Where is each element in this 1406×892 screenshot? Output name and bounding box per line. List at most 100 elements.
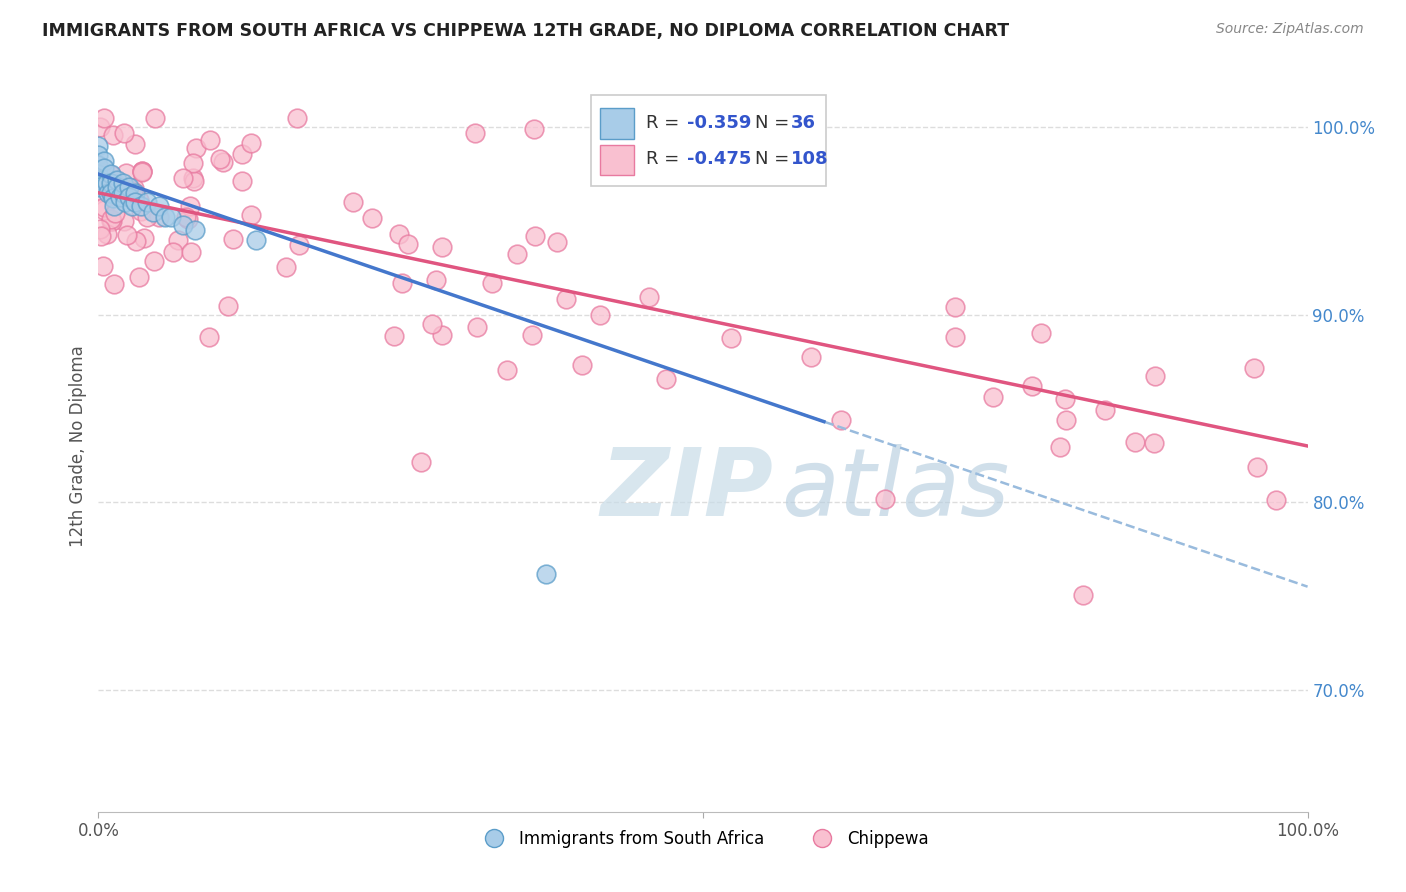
Text: -0.475: -0.475 [688,150,752,169]
Point [105,178,128,193]
Point [231,147,253,161]
Point [873,491,896,506]
Point [212,154,235,169]
Point [128,270,150,285]
Point [217,300,239,314]
Point [100,168,122,182]
Point [89,222,111,236]
Point [830,413,852,427]
Point [638,290,661,304]
Point [184,223,207,237]
Point [1143,436,1166,450]
Point [107,183,129,197]
Point [100,177,122,191]
Point [1053,392,1076,407]
Point [1123,434,1146,449]
Point [1265,493,1288,508]
Point [396,236,419,251]
Point [148,210,170,224]
Point [183,174,205,188]
Point [1143,369,1166,384]
Point [186,141,208,155]
Text: IMMIGRANTS FROM SOUTH AFRICA VS CHIPPEWA 12TH GRADE, NO DIPLOMA CORRELATION CHAR: IMMIGRANTS FROM SOUTH AFRICA VS CHIPPEWA… [42,22,1010,40]
Point [112,214,135,228]
FancyBboxPatch shape [591,95,827,186]
Point [132,231,155,245]
Point [90,229,112,244]
Point [124,186,146,200]
Text: N =: N = [755,150,794,169]
Point [481,276,503,290]
Point [96,227,118,242]
Point [285,111,308,125]
Text: R =: R = [647,113,685,132]
Point [800,350,823,364]
Point [239,208,262,222]
Legend: Immigrants from South Africa, Chippewa: Immigrants from South Africa, Chippewa [471,823,935,855]
Point [506,246,529,260]
Point [114,195,136,210]
Point [105,180,128,194]
Point [167,234,190,248]
Point [93,153,115,168]
Point [523,121,546,136]
Point [103,277,125,292]
Text: -0.359: -0.359 [688,113,752,132]
Point [96,177,118,191]
Y-axis label: 12th Grade, No Diploma: 12th Grade, No Diploma [69,345,87,547]
Point [103,199,125,213]
Point [391,276,413,290]
Point [117,228,139,243]
Point [93,111,115,125]
Point [87,167,110,181]
Point [1246,460,1268,475]
Point [240,136,263,150]
Point [276,260,298,274]
Point [546,235,568,249]
Point [143,254,166,268]
Text: Source: ZipAtlas.com: Source: ZipAtlas.com [1216,22,1364,37]
Point [430,328,453,343]
Point [100,186,122,200]
Point [200,133,222,147]
Point [179,199,201,213]
Point [111,186,134,200]
Text: atlas: atlas [782,444,1010,535]
Point [104,206,127,220]
Point [342,195,364,210]
Point [122,181,145,195]
Point [129,203,152,218]
Point [87,139,110,153]
Point [148,199,170,213]
Point [87,180,110,194]
Point [655,372,678,386]
Point [1094,402,1116,417]
Point [112,126,135,140]
Point [222,232,245,246]
Point [208,152,231,166]
Point [91,259,114,273]
Point [1029,326,1052,341]
Point [87,172,110,186]
Point [943,300,966,314]
Point [464,126,486,140]
Point [131,164,153,178]
Point [153,210,176,224]
Point [121,184,143,198]
Point [387,227,409,241]
Point [943,330,966,344]
Point [160,210,183,224]
Point [1021,379,1043,393]
Point [465,320,488,334]
Point [124,137,146,152]
Point [128,193,150,207]
Point [124,234,146,248]
Point [1049,440,1071,454]
Point [100,214,122,228]
Point [382,329,405,343]
Text: ZIP: ZIP [600,444,773,536]
Text: N =: N = [755,113,794,132]
Text: 108: 108 [792,150,830,169]
Point [143,111,166,125]
Point [124,195,146,210]
